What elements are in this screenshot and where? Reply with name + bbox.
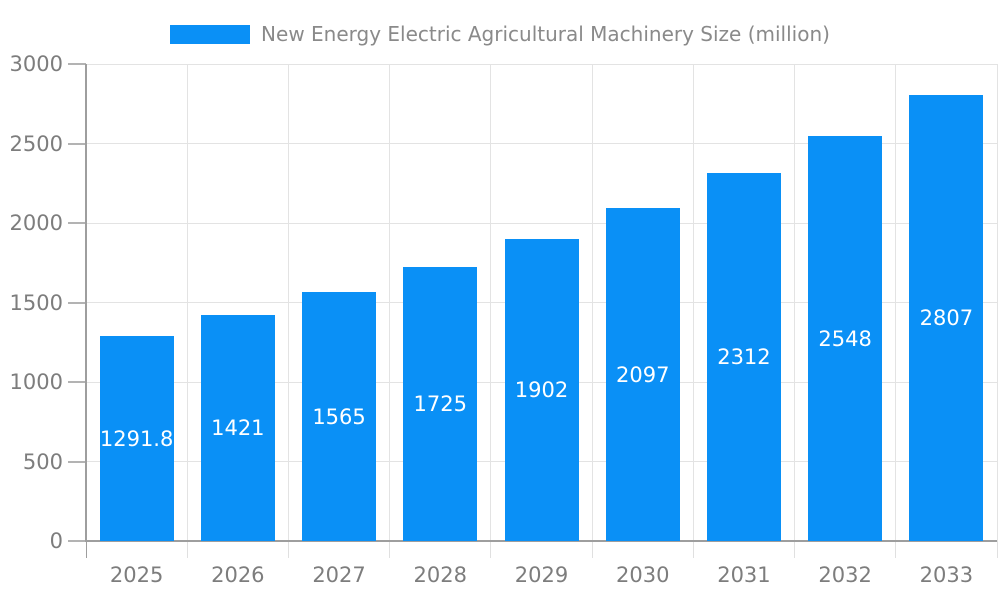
- bar[interactable]: 2548: [808, 136, 883, 541]
- bar-value-label: 1725: [413, 392, 467, 416]
- x-axis-tick: [895, 541, 897, 558]
- y-axis-label: 1000: [9, 370, 63, 394]
- bar[interactable]: 1565: [302, 292, 377, 541]
- x-axis-label: 2031: [717, 563, 771, 587]
- bar-value-label: 1565: [312, 404, 366, 429]
- y-gridline: [86, 143, 997, 144]
- bar[interactable]: 1902: [504, 239, 579, 541]
- x-axis-label: 2028: [413, 563, 467, 587]
- bar-value-label: 1421: [211, 416, 265, 440]
- bar-value-label: 1902: [514, 378, 569, 402]
- x-gridline: [591, 64, 593, 541]
- bar[interactable]: 2097: [605, 208, 680, 541]
- bar[interactable]: 1291.8: [99, 336, 174, 541]
- y-axis-tick: [68, 460, 86, 463]
- x-axis-tick: [692, 541, 694, 558]
- x-gridline: [490, 64, 492, 541]
- x-axis-tick: [287, 541, 289, 558]
- x-axis-tick: [794, 541, 796, 558]
- bar[interactable]: 2807: [909, 95, 984, 541]
- x-gridline: [287, 64, 289, 541]
- y-axis-tick: [68, 222, 86, 224]
- x-axis-label: 2029: [514, 563, 569, 587]
- bar[interactable]: 1725: [403, 267, 478, 541]
- x-axis-label: 2027: [312, 563, 366, 587]
- x-axis-line: [85, 540, 997, 542]
- bar-value-label: 2548: [818, 326, 872, 351]
- x-axis-label: 2032: [818, 563, 872, 587]
- legend[interactable]: New Energy Electric Agricultural Machine…: [0, 22, 1000, 46]
- x-gridline: [996, 64, 998, 541]
- y-axis-tick: [68, 381, 86, 383]
- x-axis-tick: [490, 541, 492, 558]
- x-axis-label: 2026: [211, 563, 265, 587]
- bar[interactable]: 1421: [200, 315, 275, 541]
- y-axis-label: 500: [22, 449, 63, 474]
- x-axis-tick: [996, 541, 998, 558]
- y-axis-tick: [68, 540, 86, 542]
- y-axis-label: 1500: [9, 290, 63, 315]
- y-axis-tick: [68, 142, 86, 145]
- y-axis-tick: [68, 63, 86, 65]
- x-axis-tick: [85, 541, 87, 558]
- bar-value-label: 2312: [717, 345, 771, 369]
- y-axis-label: 2500: [9, 131, 63, 156]
- y-axis-label: 2000: [9, 211, 63, 235]
- x-axis-label: 2033: [919, 563, 974, 587]
- y-gridline: [86, 63, 997, 65]
- bar-value-label: 2807: [919, 306, 974, 330]
- x-gridline: [692, 64, 694, 541]
- y-axis-line: [85, 64, 87, 541]
- x-axis-tick: [389, 541, 391, 558]
- x-axis-label: 2025: [109, 563, 164, 587]
- legend-swatch-icon: [170, 24, 251, 44]
- bar[interactable]: 2312: [706, 173, 781, 541]
- y-axis-label: 0: [49, 529, 63, 553]
- x-gridline: [794, 64, 796, 541]
- legend-label: New Energy Electric Agricultural Machine…: [261, 22, 830, 46]
- x-gridline: [895, 64, 897, 541]
- bar-value-label: 2097: [615, 362, 670, 387]
- y-axis-tick: [68, 301, 86, 304]
- y-gridline: [86, 222, 997, 224]
- x-axis-label: 2030: [615, 563, 670, 587]
- y-axis-label: 3000: [9, 52, 63, 76]
- x-gridline: [389, 64, 391, 541]
- x-axis-tick: [591, 541, 593, 558]
- x-axis-tick: [186, 541, 188, 558]
- x-gridline: [186, 64, 188, 541]
- bar-value-label: 1291.8: [99, 426, 174, 451]
